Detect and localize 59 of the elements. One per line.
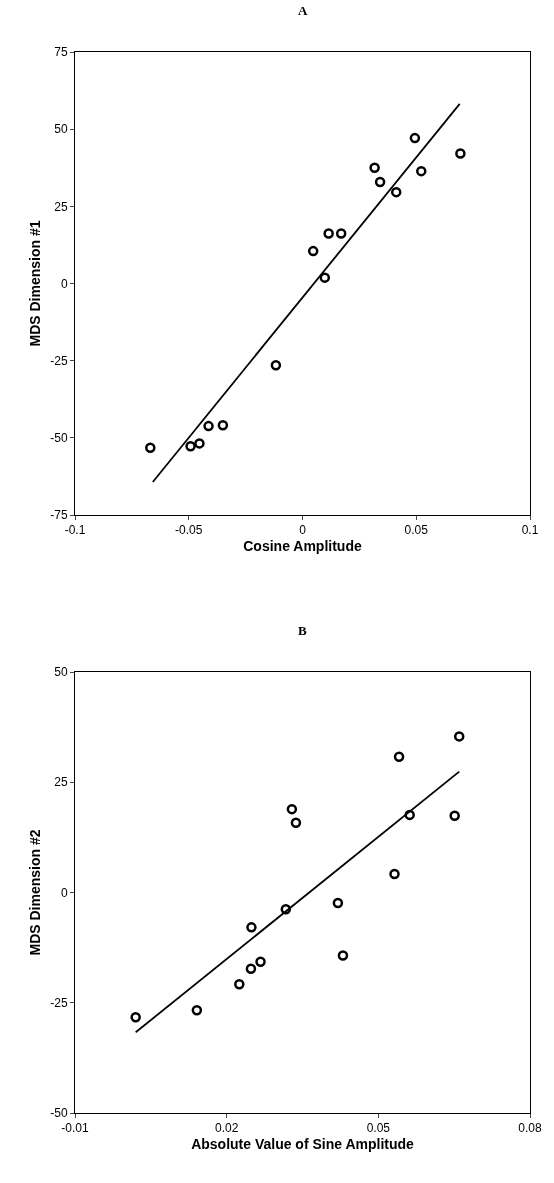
y-axis-title: MDS Dimension #1 — [26, 220, 43, 347]
point — [404, 809, 415, 821]
point — [369, 162, 380, 173]
point — [319, 272, 331, 283]
y-axis-title: MDS Dimension #2 — [26, 829, 43, 956]
point — [270, 360, 282, 371]
y-tick-label: 50 — [54, 122, 68, 137]
y-tick-label: 75 — [54, 45, 68, 60]
x-tick-label: 0.02 — [214, 1121, 239, 1136]
x-axis-title: Cosine Amplitude — [243, 537, 362, 554]
point — [203, 420, 214, 432]
point — [130, 1012, 141, 1023]
point — [255, 956, 266, 967]
x-tick-label: 0 — [299, 523, 307, 538]
y-tick-label: 0 — [60, 276, 68, 291]
point — [246, 922, 257, 933]
point — [449, 810, 460, 822]
point — [234, 978, 245, 990]
point — [191, 1005, 203, 1016]
x-tick-label: -0.05 — [175, 523, 203, 538]
y-tick-label: 25 — [54, 775, 68, 790]
x-tick-label: 0.08 — [518, 1121, 542, 1136]
point — [393, 751, 405, 762]
point — [416, 165, 427, 177]
y-tick-label: 25 — [54, 199, 68, 214]
x-tick-label: -0.01 — [61, 1121, 89, 1136]
point — [323, 228, 334, 239]
x-axis-title: Absolute Value of Sine Amplitude — [191, 1135, 415, 1152]
point — [307, 245, 319, 257]
y-tick-label: -25 — [50, 995, 68, 1010]
point — [409, 132, 421, 144]
point — [290, 817, 302, 829]
chart-title: A — [298, 3, 308, 18]
x-tick-label: 0.1 — [521, 523, 539, 538]
point — [332, 897, 344, 909]
y-tick-label: -25 — [50, 353, 68, 368]
point — [194, 438, 205, 449]
point — [390, 186, 402, 198]
y-tick-label: 0 — [60, 885, 68, 900]
y-tick-label: -50 — [50, 1106, 68, 1121]
point — [280, 904, 292, 915]
point — [455, 148, 466, 159]
point — [389, 868, 400, 880]
point — [217, 419, 229, 431]
point — [337, 950, 349, 961]
x-tick-label: 0.05 — [366, 1121, 391, 1136]
point — [245, 963, 257, 975]
point — [145, 442, 156, 453]
point — [335, 228, 347, 239]
point — [374, 176, 386, 188]
point — [286, 803, 298, 815]
point — [185, 440, 196, 452]
chart-title: B — [298, 623, 307, 638]
x-tick-label: -0.1 — [64, 523, 86, 538]
y-tick-label: -50 — [50, 431, 68, 446]
point — [453, 731, 465, 742]
x-tick-label: 0.05 — [404, 523, 429, 538]
y-tick-label: 50 — [54, 665, 68, 680]
y-tick-label: -75 — [50, 508, 68, 523]
